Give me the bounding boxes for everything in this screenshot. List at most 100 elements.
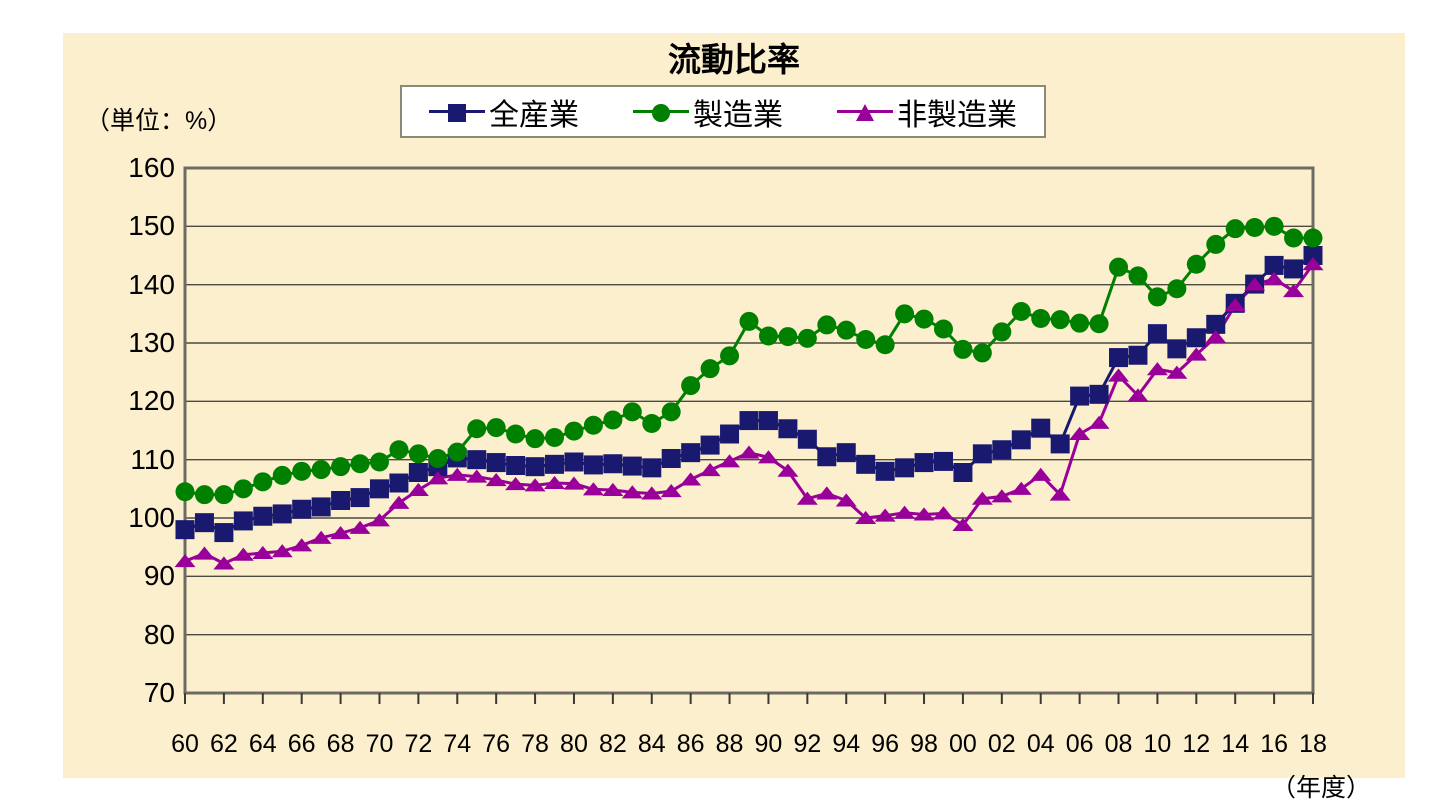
data-point-marker xyxy=(1284,228,1304,248)
data-point-marker xyxy=(1031,418,1051,438)
y-axis-tick-label: 100 xyxy=(128,502,175,533)
data-point-marker xyxy=(875,335,895,355)
x-axis-tick-label: 90 xyxy=(754,730,783,758)
data-point-marker xyxy=(700,359,720,379)
data-point-marker xyxy=(389,440,409,460)
data-point-marker xyxy=(895,304,915,324)
data-point-marker xyxy=(971,491,993,505)
plot-frame xyxy=(183,166,1315,695)
data-point-marker xyxy=(932,506,954,520)
data-point-marker xyxy=(758,326,778,346)
data-point-marker xyxy=(272,465,292,485)
y-axis-unit-label: （単位：%） xyxy=(85,107,233,135)
data-point-marker xyxy=(1245,218,1265,237)
data-point-marker xyxy=(583,415,603,435)
x-axis-tick-label: 88 xyxy=(715,730,744,758)
x-axis-tick-label: 16 xyxy=(1260,730,1288,758)
data-point-marker xyxy=(233,511,253,531)
data-point-marker xyxy=(933,319,953,339)
data-point-marker xyxy=(350,488,370,508)
x-axis-tick-label: 72 xyxy=(404,730,433,758)
data-point-marker xyxy=(621,485,643,499)
legend-swatch-square-icon xyxy=(429,99,485,125)
data-point-marker xyxy=(583,455,603,475)
legend-label-1: 製造業 xyxy=(693,98,783,132)
x-axis-tick-label: 02 xyxy=(987,730,1016,758)
data-point-marker xyxy=(1302,257,1324,271)
data-point-marker xyxy=(1069,426,1091,440)
x-axis-tick-label: 60 xyxy=(171,730,199,758)
data-point-marker xyxy=(369,479,389,499)
data-point-marker xyxy=(914,453,934,473)
data-point-marker xyxy=(350,454,370,474)
data-point-marker xyxy=(661,449,681,468)
legend-marker-circle-icon xyxy=(652,103,670,122)
data-point-marker xyxy=(797,429,817,449)
data-point-marker xyxy=(1147,287,1167,307)
data-point-marker xyxy=(1225,219,1245,239)
data-point-marker xyxy=(291,538,313,552)
data-point-marker xyxy=(603,410,623,430)
data-point-marker xyxy=(1263,271,1285,285)
data-point-marker xyxy=(603,454,623,474)
data-point-marker xyxy=(1147,324,1167,344)
data-point-marker xyxy=(311,497,331,517)
x-axis-tick-label: 78 xyxy=(521,730,549,758)
data-point-marker xyxy=(1128,266,1148,286)
legend-marker-triangle-icon xyxy=(856,103,874,121)
x-axis-tick-label: 98 xyxy=(910,730,938,758)
data-point-marker xyxy=(1049,487,1071,501)
data-point-marker xyxy=(642,414,662,433)
x-axis-tick-label: 70 xyxy=(365,730,394,758)
data-point-marker xyxy=(564,452,584,472)
plot-area xyxy=(63,33,1405,778)
data-point-marker xyxy=(1050,310,1070,330)
data-point-marker xyxy=(1030,467,1052,481)
data-point-marker xyxy=(1303,246,1323,265)
data-point-marker xyxy=(1089,384,1109,404)
data-point-marker xyxy=(272,504,292,524)
x-axis-tick-label: 86 xyxy=(676,730,705,758)
data-point-marker xyxy=(1011,302,1031,321)
data-point-marker xyxy=(835,493,857,507)
x-axis-tick-label: 04 xyxy=(1026,730,1055,758)
data-point-marker xyxy=(368,513,390,527)
data-point-marker xyxy=(1109,257,1129,277)
y-axis-labels: 70 80 90 100 110 120 130 140 150 160 xyxy=(85,33,175,778)
data-point-marker xyxy=(213,556,235,570)
data-point-marker xyxy=(1264,216,1284,236)
y-axis-tick-label: 120 xyxy=(128,385,175,417)
data-point-marker xyxy=(525,457,545,477)
data-point-marker xyxy=(1224,297,1246,312)
data-point-marker xyxy=(874,508,896,522)
data-point-marker xyxy=(485,472,507,487)
data-point-marker xyxy=(233,479,253,499)
x-axis-labels: 60 62 64 66 68 70 72 74 76 78 80 82 84 86 88 90 92 94 96 98… xyxy=(63,730,1405,770)
legend-marker-square-icon xyxy=(448,103,466,122)
x-axis-tick-label: 80 xyxy=(560,730,588,758)
data-point-marker xyxy=(1127,388,1149,402)
data-point-marker xyxy=(545,454,565,474)
data-point-marker xyxy=(1109,348,1129,368)
data-point-marker xyxy=(349,520,371,534)
data-point-marker xyxy=(1070,386,1090,406)
x-axis-tick-label: 14 xyxy=(1221,730,1250,758)
data-point-marker xyxy=(681,376,701,396)
data-point-marker xyxy=(1167,339,1187,359)
data-point-marker xyxy=(232,547,254,561)
data-point-marker xyxy=(816,486,838,500)
data-point-marker xyxy=(991,489,1013,503)
y-axis-tick-label: 90 xyxy=(143,560,175,592)
legend-label-2: 非製造業 xyxy=(897,98,1017,132)
data-point-marker xyxy=(836,443,856,463)
data-point-marker xyxy=(1166,365,1188,379)
data-point-marker xyxy=(952,517,974,531)
data-point-marker xyxy=(175,482,195,502)
data-point-marker xyxy=(253,472,273,492)
data-point-marker xyxy=(253,506,273,526)
data-point-marker xyxy=(407,482,429,496)
data-point-marker xyxy=(271,544,293,558)
data-point-marker xyxy=(739,311,759,331)
data-point-marker xyxy=(428,449,448,468)
data-point-marker xyxy=(408,444,428,464)
